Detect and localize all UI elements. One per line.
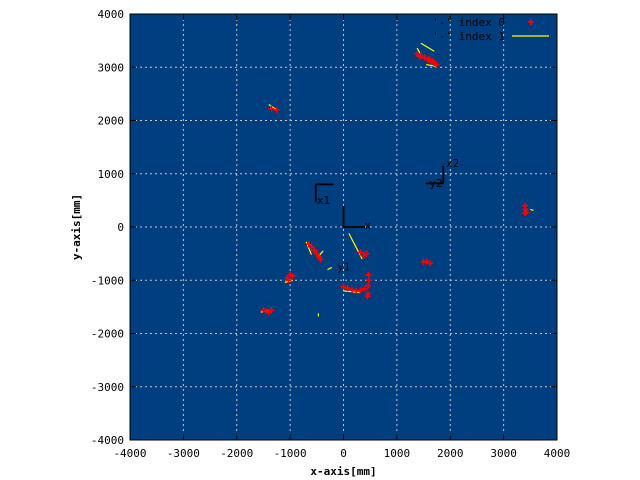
index-0-point bbox=[363, 250, 370, 257]
frame-label: x bbox=[364, 219, 371, 232]
index-0-point bbox=[357, 249, 364, 256]
y-tick-label: -4000 bbox=[91, 434, 124, 447]
index-0-point bbox=[349, 286, 356, 293]
y-tick-label: 0 bbox=[117, 221, 124, 234]
index-0-point bbox=[340, 283, 347, 290]
index-0-point bbox=[317, 256, 324, 263]
index-0-point bbox=[423, 258, 430, 265]
index-1-line-segment bbox=[420, 42, 435, 52]
frame-label: x1 bbox=[317, 194, 330, 207]
x-tick-label: 4000 bbox=[544, 447, 571, 460]
x-tick-labels: -4000 -3000 -2000 -1000 0 1000 2000 3000 4000 bbox=[113, 447, 570, 460]
frame-axes-2 bbox=[425, 165, 445, 185]
grid-lines bbox=[130, 14, 557, 440]
y-tick-label: 3000 bbox=[98, 61, 125, 74]
index-0-point bbox=[268, 105, 275, 112]
index-0-point bbox=[313, 250, 320, 257]
index-0-point bbox=[273, 106, 280, 113]
index-0-point bbox=[305, 241, 312, 248]
y-tick-label: -2000 bbox=[91, 328, 124, 341]
x-tick-label: 0 bbox=[340, 447, 347, 460]
index-0-point bbox=[426, 260, 433, 267]
legend-label-index-1: '-' index 1 bbox=[432, 30, 505, 43]
index-1-line-segment bbox=[530, 208, 534, 212]
index-0-point bbox=[430, 57, 437, 64]
x-tick-label: 3000 bbox=[490, 447, 517, 460]
frame-axes-1 bbox=[342, 205, 365, 228]
legend: '-' index 0 '-' index 1 bbox=[432, 16, 549, 43]
x-tick-label: -2000 bbox=[220, 447, 253, 460]
index-0-point bbox=[344, 285, 351, 292]
x-tick-label: -1000 bbox=[274, 447, 307, 460]
index-0-point bbox=[285, 277, 292, 284]
index-1-line-segment bbox=[268, 104, 278, 111]
index-0-point bbox=[365, 271, 372, 278]
index-0-point bbox=[417, 52, 424, 59]
index-0-point bbox=[424, 56, 431, 63]
index-0-point bbox=[416, 53, 423, 60]
index-0-point bbox=[311, 247, 318, 254]
index-0-point bbox=[421, 54, 428, 61]
index-0-point bbox=[364, 293, 371, 300]
index-0-point bbox=[366, 277, 373, 284]
y-tick-label: 1000 bbox=[98, 168, 125, 181]
x-tick-label: 2000 bbox=[437, 447, 464, 460]
y-tick-labels: -4000 -3000 -2000 -1000 0 1000 2000 3000 4000 bbox=[91, 8, 124, 447]
y-tick-label: -3000 bbox=[91, 381, 124, 394]
index-0-point bbox=[361, 285, 368, 292]
x-tick-label: 1000 bbox=[384, 447, 411, 460]
index-1-line-segment bbox=[327, 266, 333, 271]
index-0-point bbox=[523, 209, 530, 216]
x-tick-label: -3000 bbox=[167, 447, 200, 460]
x-tick-label: -4000 bbox=[113, 447, 146, 460]
index-0-point bbox=[268, 307, 275, 314]
index-0-point bbox=[308, 244, 315, 251]
y-axis-title: y-axis[mm] bbox=[70, 194, 83, 260]
y-tick-label: -1000 bbox=[91, 274, 124, 287]
legend-marker-index-0 bbox=[528, 19, 534, 25]
index-0-point bbox=[357, 287, 364, 294]
plot-border bbox=[129, 13, 558, 441]
coordinate-frames: x1 y1 x x2 y2 bbox=[314, 157, 459, 274]
y-tick-label: 4000 bbox=[98, 8, 125, 21]
index-0-point bbox=[425, 55, 432, 62]
series-group bbox=[260, 42, 534, 317]
x-axis-title: x-axis[mm] bbox=[310, 465, 376, 478]
index-0-point bbox=[521, 210, 528, 217]
frame-label: x2 bbox=[446, 157, 459, 170]
index-0-point bbox=[433, 61, 440, 68]
frame-axes-0 bbox=[314, 183, 334, 202]
y-tick-label: 2000 bbox=[98, 115, 125, 128]
frame-label: y2 bbox=[429, 177, 442, 190]
index-0-point bbox=[289, 272, 296, 279]
legend-label-index-0: '-' index 0 bbox=[432, 16, 505, 29]
frame-label: y1 bbox=[337, 261, 350, 274]
index-0-point bbox=[365, 282, 372, 289]
